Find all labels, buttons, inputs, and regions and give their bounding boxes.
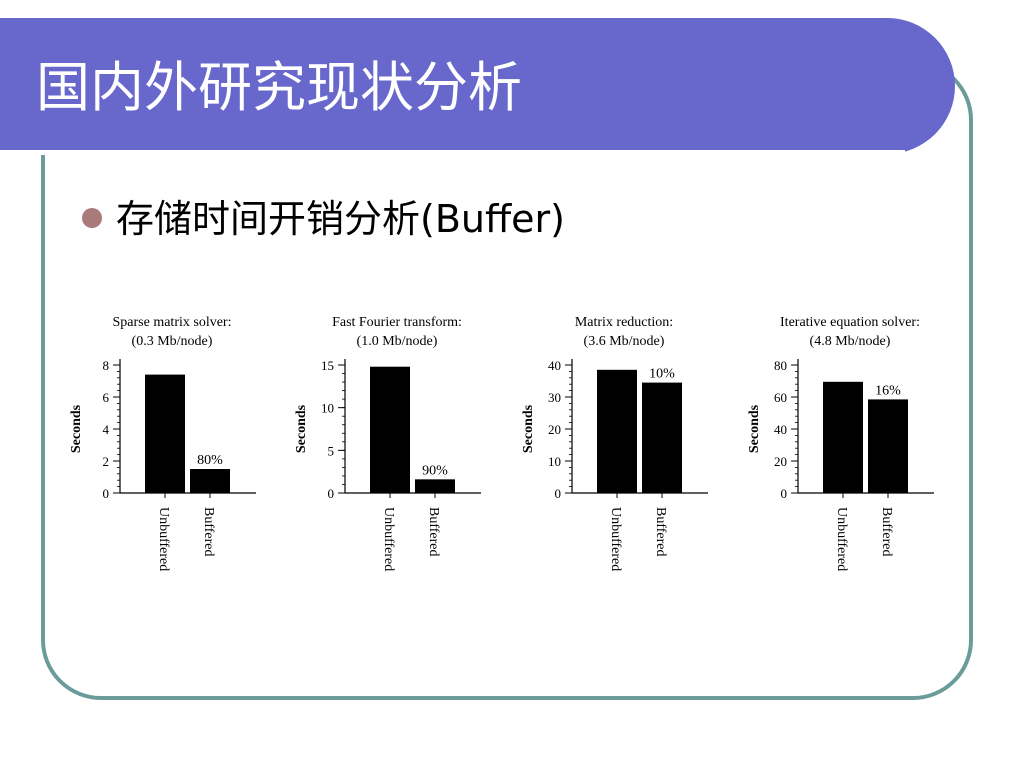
chart-title: Sparse matrix solver: — [113, 315, 232, 330]
y-tick-label: 8 — [103, 358, 110, 373]
chart-iterative-equation-solver: Iterative equation solver: (4.8 Mb/node) S… — [747, 315, 934, 571]
chart-sparse-matrix-solver: Sparse matrix solver: (0.3 Mb/node) Second… — [69, 315, 256, 571]
y-tick-label: 40 — [774, 422, 787, 437]
x-tick-label: Unbuffered — [156, 507, 171, 571]
chart-subtitle: (1.0 Mb/node) — [357, 334, 438, 349]
y-tick-label: 5 — [328, 443, 335, 458]
bar-unbuffered — [145, 374, 185, 493]
y-axis-label: Seconds — [294, 404, 309, 453]
y-tick-label: 0 — [781, 486, 788, 501]
chart-matrix-reduction: Matrix reduction: (3.6 Mb/node) Seconds 0 10… — [521, 315, 708, 571]
chart-title: Iterative equation solver: — [780, 315, 920, 330]
y-tick-label: 10 — [321, 401, 334, 416]
y-axis-label: Seconds — [69, 404, 84, 453]
bullet-dot-icon — [82, 207, 102, 228]
chart-subtitle: (4.8 Mb/node) — [810, 334, 891, 349]
y-tick-label: 0 — [328, 486, 335, 501]
chart-subtitle: (3.6 Mb/node) — [584, 334, 665, 349]
bar-buffered — [190, 469, 230, 493]
reduction-annotation: 80% — [197, 453, 223, 468]
y-tick-label: 80 — [774, 358, 787, 373]
x-tick-label: Unbuffered — [608, 507, 623, 571]
y-tick-label: 4 — [103, 422, 110, 437]
chart-fast-fourier-transform: Fast Fourier transform: (1.0 Mb/node) Seco… — [294, 315, 481, 571]
x-tick-label: Unbuffered — [381, 507, 396, 571]
y-tick-label: 0 — [555, 486, 562, 501]
y-tick-label: 20 — [548, 422, 561, 437]
y-tick-label: 40 — [548, 358, 561, 373]
y-axis-label: Seconds — [747, 404, 762, 453]
y-tick-label: 10 — [548, 454, 561, 469]
reduction-annotation: 16% — [875, 383, 901, 398]
slide-title: 国内外研究现状分析 — [36, 56, 522, 119]
y-tick-label: 30 — [548, 390, 561, 405]
slide-frame — [41, 60, 973, 700]
x-tick-label: Buffered — [201, 507, 216, 557]
title-bar: 国内外研究现状分析 — [0, 18, 955, 155]
x-tick-label: Buffered — [426, 507, 441, 557]
y-tick-label: 20 — [774, 454, 787, 469]
x-tick-label: Unbuffered — [834, 507, 849, 571]
chart-title: Fast Fourier transform: — [332, 315, 462, 330]
bar-unbuffered — [597, 369, 637, 493]
bar-buffered — [642, 382, 682, 493]
y-axis-label: Seconds — [521, 404, 536, 453]
bar-unbuffered — [370, 366, 410, 493]
x-tick-label: Buffered — [653, 507, 668, 557]
y-tick-label: 6 — [103, 390, 110, 405]
chart-subtitle: (0.3 Mb/node) — [132, 334, 213, 349]
bar-unbuffered — [823, 381, 863, 493]
y-tick-label: 2 — [103, 454, 110, 469]
reduction-annotation: 90% — [422, 463, 448, 478]
x-tick-label: Buffered — [879, 507, 894, 557]
y-tick-label: 0 — [103, 486, 110, 501]
bar-buffered — [868, 399, 908, 493]
y-tick-label: 60 — [774, 390, 787, 405]
bar-buffered — [415, 479, 455, 493]
reduction-annotation: 10% — [649, 367, 675, 382]
bullet-text: 存储时间开销分析(Buffer) — [116, 197, 565, 241]
charts-panel: Sparse matrix solver: (0.3 Mb/node) Second… — [60, 300, 960, 600]
bullet-item: 存储时间开销分析(Buffer) — [82, 188, 565, 243]
chart-title: Matrix reduction: — [575, 315, 673, 330]
title-underline — [0, 150, 905, 155]
y-tick-label: 15 — [321, 358, 334, 373]
